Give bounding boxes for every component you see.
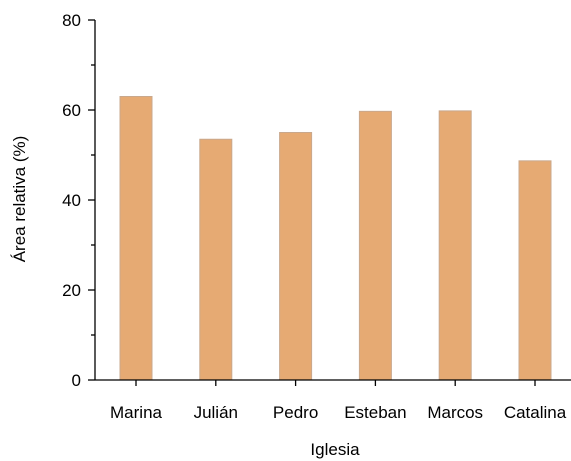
x-tick-label: Pedro	[273, 403, 318, 422]
y-tick-label: 20	[62, 281, 81, 300]
bar-julian	[199, 138, 233, 381]
bars-group	[119, 96, 552, 381]
x-tick-label: Julián	[194, 403, 238, 422]
y-ticks: 0 20 40 60 80	[62, 11, 95, 390]
x-tick-label: Marcos	[427, 403, 483, 422]
y-axis: 0 20 40 60 80	[62, 11, 96, 390]
bar-catalina	[518, 160, 552, 381]
x-axis-title: Iglesia	[310, 440, 360, 459]
bar-marcos	[438, 110, 472, 381]
y-tick-label: 0	[72, 371, 81, 390]
bar-pedro	[279, 132, 313, 381]
x-tick-label: Esteban	[344, 403, 406, 422]
x-tick-labels: Marina Julián Pedro Esteban Marcos Catalina	[110, 380, 567, 422]
y-tick-label: 40	[62, 191, 81, 210]
y-tick-label: 80	[62, 11, 81, 30]
x-axis: Marina Julián Pedro Esteban Marcos Catalina	[95, 379, 571, 422]
y-axis-title: Área relativa (%)	[10, 136, 29, 263]
y-tick-label: 60	[62, 101, 81, 120]
x-tick-label: Catalina	[504, 403, 567, 422]
bar-marina	[119, 96, 153, 381]
bar-esteban	[358, 110, 392, 381]
x-tick-label: Marina	[110, 403, 163, 422]
